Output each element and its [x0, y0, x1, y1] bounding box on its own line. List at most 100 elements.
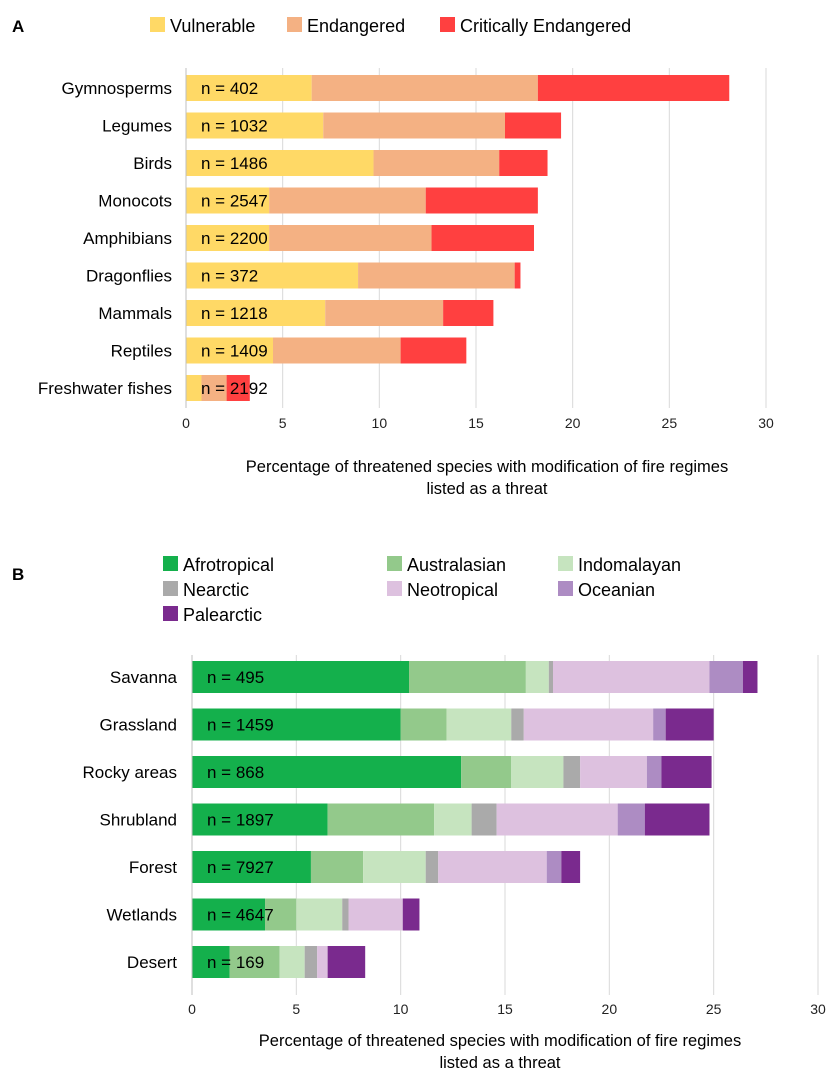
bar-2-2: [499, 150, 547, 176]
bar-3-5: [618, 804, 645, 836]
legend-swatch-0: [163, 556, 178, 571]
category-label-0: Savanna: [110, 668, 178, 687]
sample-size-label-6: n = 1218: [201, 304, 268, 323]
bar-0-5: [709, 661, 742, 693]
bar-6-2: [280, 946, 305, 978]
bar-5-1: [358, 263, 515, 289]
bar-0-1: [409, 661, 526, 693]
legend-swatch-4: [387, 581, 402, 596]
bar-2-3: [563, 756, 580, 788]
category-label-8: Freshwater fishes: [38, 379, 172, 398]
x-tick-labels: 0 5 10 15 20 25 30: [188, 1001, 826, 1017]
x-axis-title-line-0: Percentage of threatened species with mo…: [259, 1032, 741, 1050]
legend-entry-2: Indomalayan: [578, 555, 681, 575]
bar-2-2: [511, 756, 563, 788]
panel-letter: B: [12, 565, 24, 584]
x-tick-label-0: 0: [188, 1001, 196, 1017]
bar-6-2: [443, 300, 493, 326]
category-label-0: Gymnosperms: [61, 79, 172, 98]
bar-4-2: [432, 225, 534, 251]
bar-5-2: [515, 263, 521, 289]
category-label-1: Legumes: [102, 117, 172, 136]
bar-5-3: [342, 899, 348, 931]
x-tick-label-6: 30: [810, 1001, 826, 1017]
sample-size-label-7: n = 1409: [201, 342, 268, 361]
legend-swatch-1: [387, 556, 402, 571]
x-tick-label-6: 30: [758, 415, 774, 431]
category-label-4: Amphibians: [83, 229, 172, 248]
x-tick-label-0: 0: [182, 415, 190, 431]
panel-letter: A: [12, 17, 24, 36]
sample-size-label-3: n = 1897: [207, 811, 274, 830]
bar-4-5: [547, 851, 562, 883]
legend-swatch-6: [163, 606, 178, 621]
category-label-7: Reptiles: [111, 342, 172, 361]
bar-4-6: [561, 851, 580, 883]
bar-6-6: [328, 946, 366, 978]
bar-4-4: [438, 851, 547, 883]
x-tick-label-5: 25: [706, 1001, 722, 1017]
x-tick-label-3: 15: [497, 1001, 513, 1017]
bar-2-1: [374, 150, 500, 176]
bar-0-1: [312, 75, 538, 101]
sample-size-label-5: n = 372: [201, 267, 258, 286]
bar-2-6: [662, 756, 712, 788]
bar-7-2: [401, 338, 467, 364]
category-label-2: Rocky areas: [83, 763, 177, 782]
x-tick-label-1: 5: [279, 415, 287, 431]
bar-2-4: [580, 756, 647, 788]
bar-3-3: [472, 804, 497, 836]
x-tick-label-4: 20: [602, 1001, 618, 1017]
x-axis-title-line-0: Percentage of threatened species with mo…: [246, 458, 728, 476]
category-label-5: Dragonflies: [86, 267, 172, 286]
sample-size-label-2: n = 1486: [201, 154, 268, 173]
sample-size-label-0: n = 495: [207, 668, 264, 687]
x-axis-title-line-1: listed as a threat: [439, 1054, 560, 1072]
bar-2-1: [461, 756, 511, 788]
sample-size-label-8: n = 2192: [201, 379, 268, 398]
legend-entry-0: Afrotropical: [183, 555, 274, 575]
legend-entry-4: Neotropical: [407, 580, 498, 600]
chart-panel-a: A Vulnerable Endangered Critically Endanger…: [12, 16, 774, 498]
x-tick-labels: 0 5 10 15 20 25 30: [182, 415, 774, 431]
legend-entry-1: Endangered: [307, 16, 405, 36]
sample-size-label-0: n = 402: [201, 79, 258, 98]
legend: Afrotropical Australasian Indomalayan Nearc…: [163, 555, 681, 625]
bar-1-4: [524, 709, 653, 741]
category-label-2: Birds: [133, 154, 172, 173]
bar-5-6: [403, 899, 420, 931]
sample-size-label-4: n = 2200: [201, 229, 268, 248]
bar-6-3: [305, 946, 318, 978]
category-label-6: Mammals: [98, 304, 172, 323]
category-label-3: Monocots: [98, 192, 172, 211]
sample-size-label-5: n = 4647: [207, 906, 274, 925]
bar-3-1: [328, 804, 434, 836]
category-label-1: Grassland: [100, 716, 177, 735]
x-tick-label-2: 10: [393, 1001, 409, 1017]
bar-1-5: [653, 709, 666, 741]
bar-3-2: [426, 188, 538, 214]
x-tick-label-5: 25: [662, 415, 678, 431]
bar-3-6: [645, 804, 710, 836]
bar-3-4: [497, 804, 618, 836]
bar-5-4: [349, 899, 403, 931]
bar-1-2: [505, 113, 561, 139]
legend-swatch-5: [558, 581, 573, 596]
bar-1-2: [447, 709, 512, 741]
sample-size-label-1: n = 1459: [207, 716, 274, 735]
bar-3-1: [269, 188, 426, 214]
legend-entry-1: Australasian: [407, 555, 506, 575]
bar-0-4: [553, 661, 710, 693]
legend-entry-6: Palearctic: [183, 605, 262, 625]
category-label-4: Forest: [129, 858, 177, 877]
legend-swatch-0: [150, 17, 165, 32]
bar-7-1: [273, 338, 401, 364]
bar-8-0: [186, 375, 201, 401]
bar-0-2: [538, 75, 729, 101]
bar-1-6: [666, 709, 714, 741]
bar-1-1: [323, 113, 505, 139]
bar-6-4: [317, 946, 327, 978]
legend-swatch-1: [287, 17, 302, 32]
x-tick-label-1: 5: [292, 1001, 300, 1017]
legend-entry-3: Nearctic: [183, 580, 249, 600]
